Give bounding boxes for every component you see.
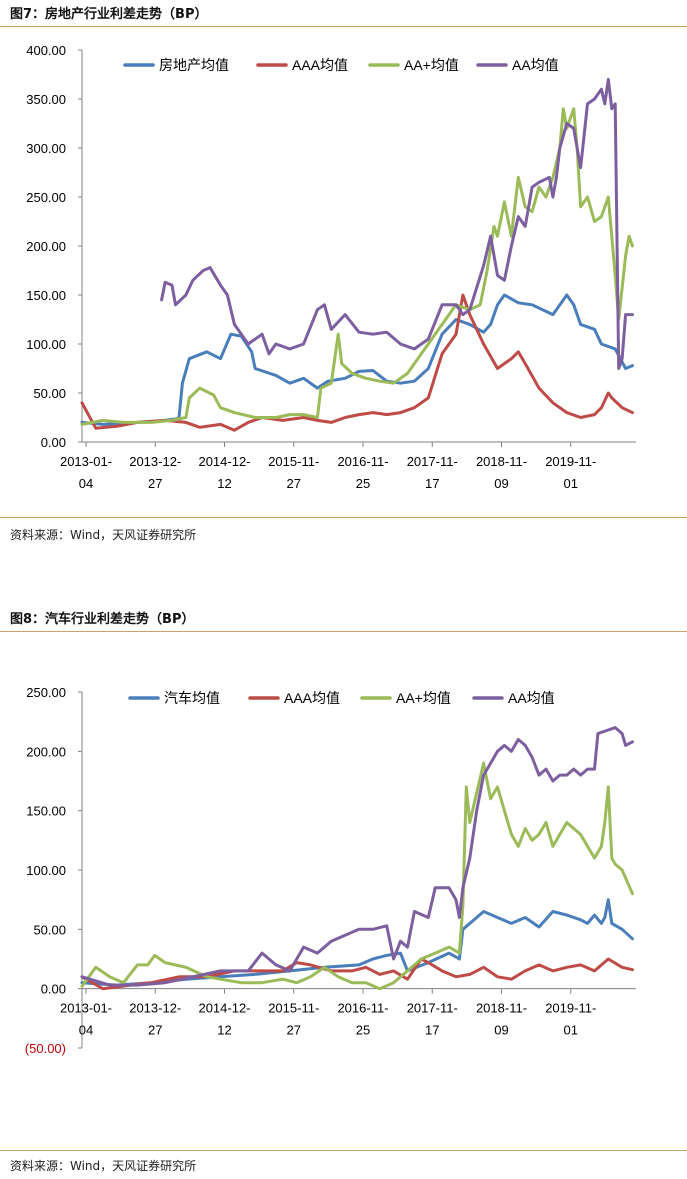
x-tick-label: 2014-12-	[198, 1001, 250, 1016]
x-tick-label: 2018-11-	[476, 454, 527, 469]
x-tick-label-line2: 04	[79, 476, 93, 491]
legend-label: AAA均值	[292, 57, 348, 73]
x-tick-label: 2018-11-	[476, 1001, 527, 1016]
x-tick-label-line2: 27	[287, 1023, 301, 1038]
series-line-AAA均值	[80, 957, 634, 991]
real-estate-spread-chart: 0.00 50.00 100.00 150.00 200.00 250.00 300.00 3…	[26, 43, 636, 491]
automobile-spread-chart: (50.00) 0.00 50.00 100.00 150.00 200.00 250.00…	[25, 685, 636, 1056]
figure-8-bottom-rule	[0, 1150, 687, 1151]
y-tick-label: 250.00	[26, 685, 66, 700]
y-tick-label: 200.00	[26, 744, 66, 759]
y-tick-label: 50.00	[33, 922, 66, 937]
x-tick-label-line2: 12	[217, 476, 231, 491]
y-tick-label: 50.00	[33, 386, 66, 401]
y-tick-label: 100.00	[26, 863, 66, 878]
legend-label: AA+均值	[404, 57, 459, 73]
y-tick-label: 150.00	[26, 804, 66, 819]
x-tick-label-line2: 01	[564, 1023, 578, 1038]
series-line-房地产均值	[80, 293, 634, 426]
x-tick-label: 2013-12-	[129, 454, 181, 469]
legend-label: AA均值	[508, 690, 555, 706]
x-tick-label-line2: 25	[356, 1023, 370, 1038]
series-line-AA+均值	[80, 761, 634, 991]
legend-label: AAA均值	[284, 690, 340, 706]
x-tick-label: 2019-11-	[545, 1001, 596, 1016]
figure-8-top-rule	[0, 631, 687, 632]
x-tick-label-line2: 04	[79, 1023, 93, 1038]
y-tick-label: 100.00	[26, 337, 66, 352]
x-tick-label: 2013-01-	[60, 454, 112, 469]
figure-7-title: 图7：房地产行业利差走势（BP）	[10, 7, 208, 22]
x-tick-label: 2013-12-	[129, 1001, 181, 1016]
x-tick-label: 2019-11-	[545, 454, 596, 469]
x-tick-label-line2: 12	[217, 1023, 231, 1038]
figure-7-top-rule	[0, 26, 687, 27]
series-line-AA+均值	[80, 107, 634, 426]
x-tick-label: 2016-11-	[337, 454, 388, 469]
y-tick-label: 0.00	[41, 982, 66, 997]
x-tick-label-line2: 09	[494, 476, 508, 491]
figure-7-bottom-rule	[0, 517, 687, 518]
y-tick-label: 300.00	[26, 141, 66, 156]
x-tick-label-line2: 27	[148, 476, 162, 491]
x-tick-label: 2013-01-	[60, 1001, 112, 1016]
series-line-AA均值	[160, 77, 634, 370]
legend-label: AA+均值	[396, 690, 451, 706]
legend-label: AA均值	[512, 57, 559, 73]
x-tick-label-line2: 25	[356, 476, 370, 491]
x-tick-label: 2016-11-	[337, 1001, 388, 1016]
x-tick-label-line2: 01	[564, 476, 578, 491]
y-tick-label: 0.00	[41, 435, 66, 450]
y-tick-label: 150.00	[26, 288, 66, 303]
x-tick-label-line2: 09	[494, 1023, 508, 1038]
figure-8-source: 资料来源：Wind，天风证券研究所	[10, 1159, 197, 1173]
x-tick-label-line2: 27	[148, 1023, 162, 1038]
x-tick-label: 2015-11-	[268, 454, 319, 469]
x-tick-label: 2017-11-	[407, 454, 458, 469]
legend-label: 房地产均值	[159, 57, 229, 73]
figure-7-source: 资料来源：Wind，天风证券研究所	[10, 528, 197, 542]
series-line-AA均值	[80, 726, 634, 987]
x-tick-label: 2015-11-	[268, 1001, 319, 1016]
x-tick-label-line2: 17	[425, 476, 439, 491]
y-tick-label: 400.00	[26, 43, 66, 58]
y-tick-label: 200.00	[26, 239, 66, 254]
series-line-AAA均值	[80, 293, 634, 432]
x-tick-label: 2017-11-	[407, 1001, 458, 1016]
series-line-汽车均值	[80, 898, 634, 987]
y-tick-label: 250.00	[26, 190, 66, 205]
x-tick-label-line2: 27	[287, 476, 301, 491]
y-tick-label: (50.00)	[25, 1041, 66, 1056]
y-tick-label: 350.00	[26, 92, 66, 107]
legend-label: 汽车均值	[164, 690, 220, 706]
x-tick-label: 2014-12-	[198, 454, 250, 469]
figure-8-title: 图8：汽车行业利差走势（BP）	[10, 612, 195, 627]
x-tick-label-line2: 17	[425, 1023, 439, 1038]
